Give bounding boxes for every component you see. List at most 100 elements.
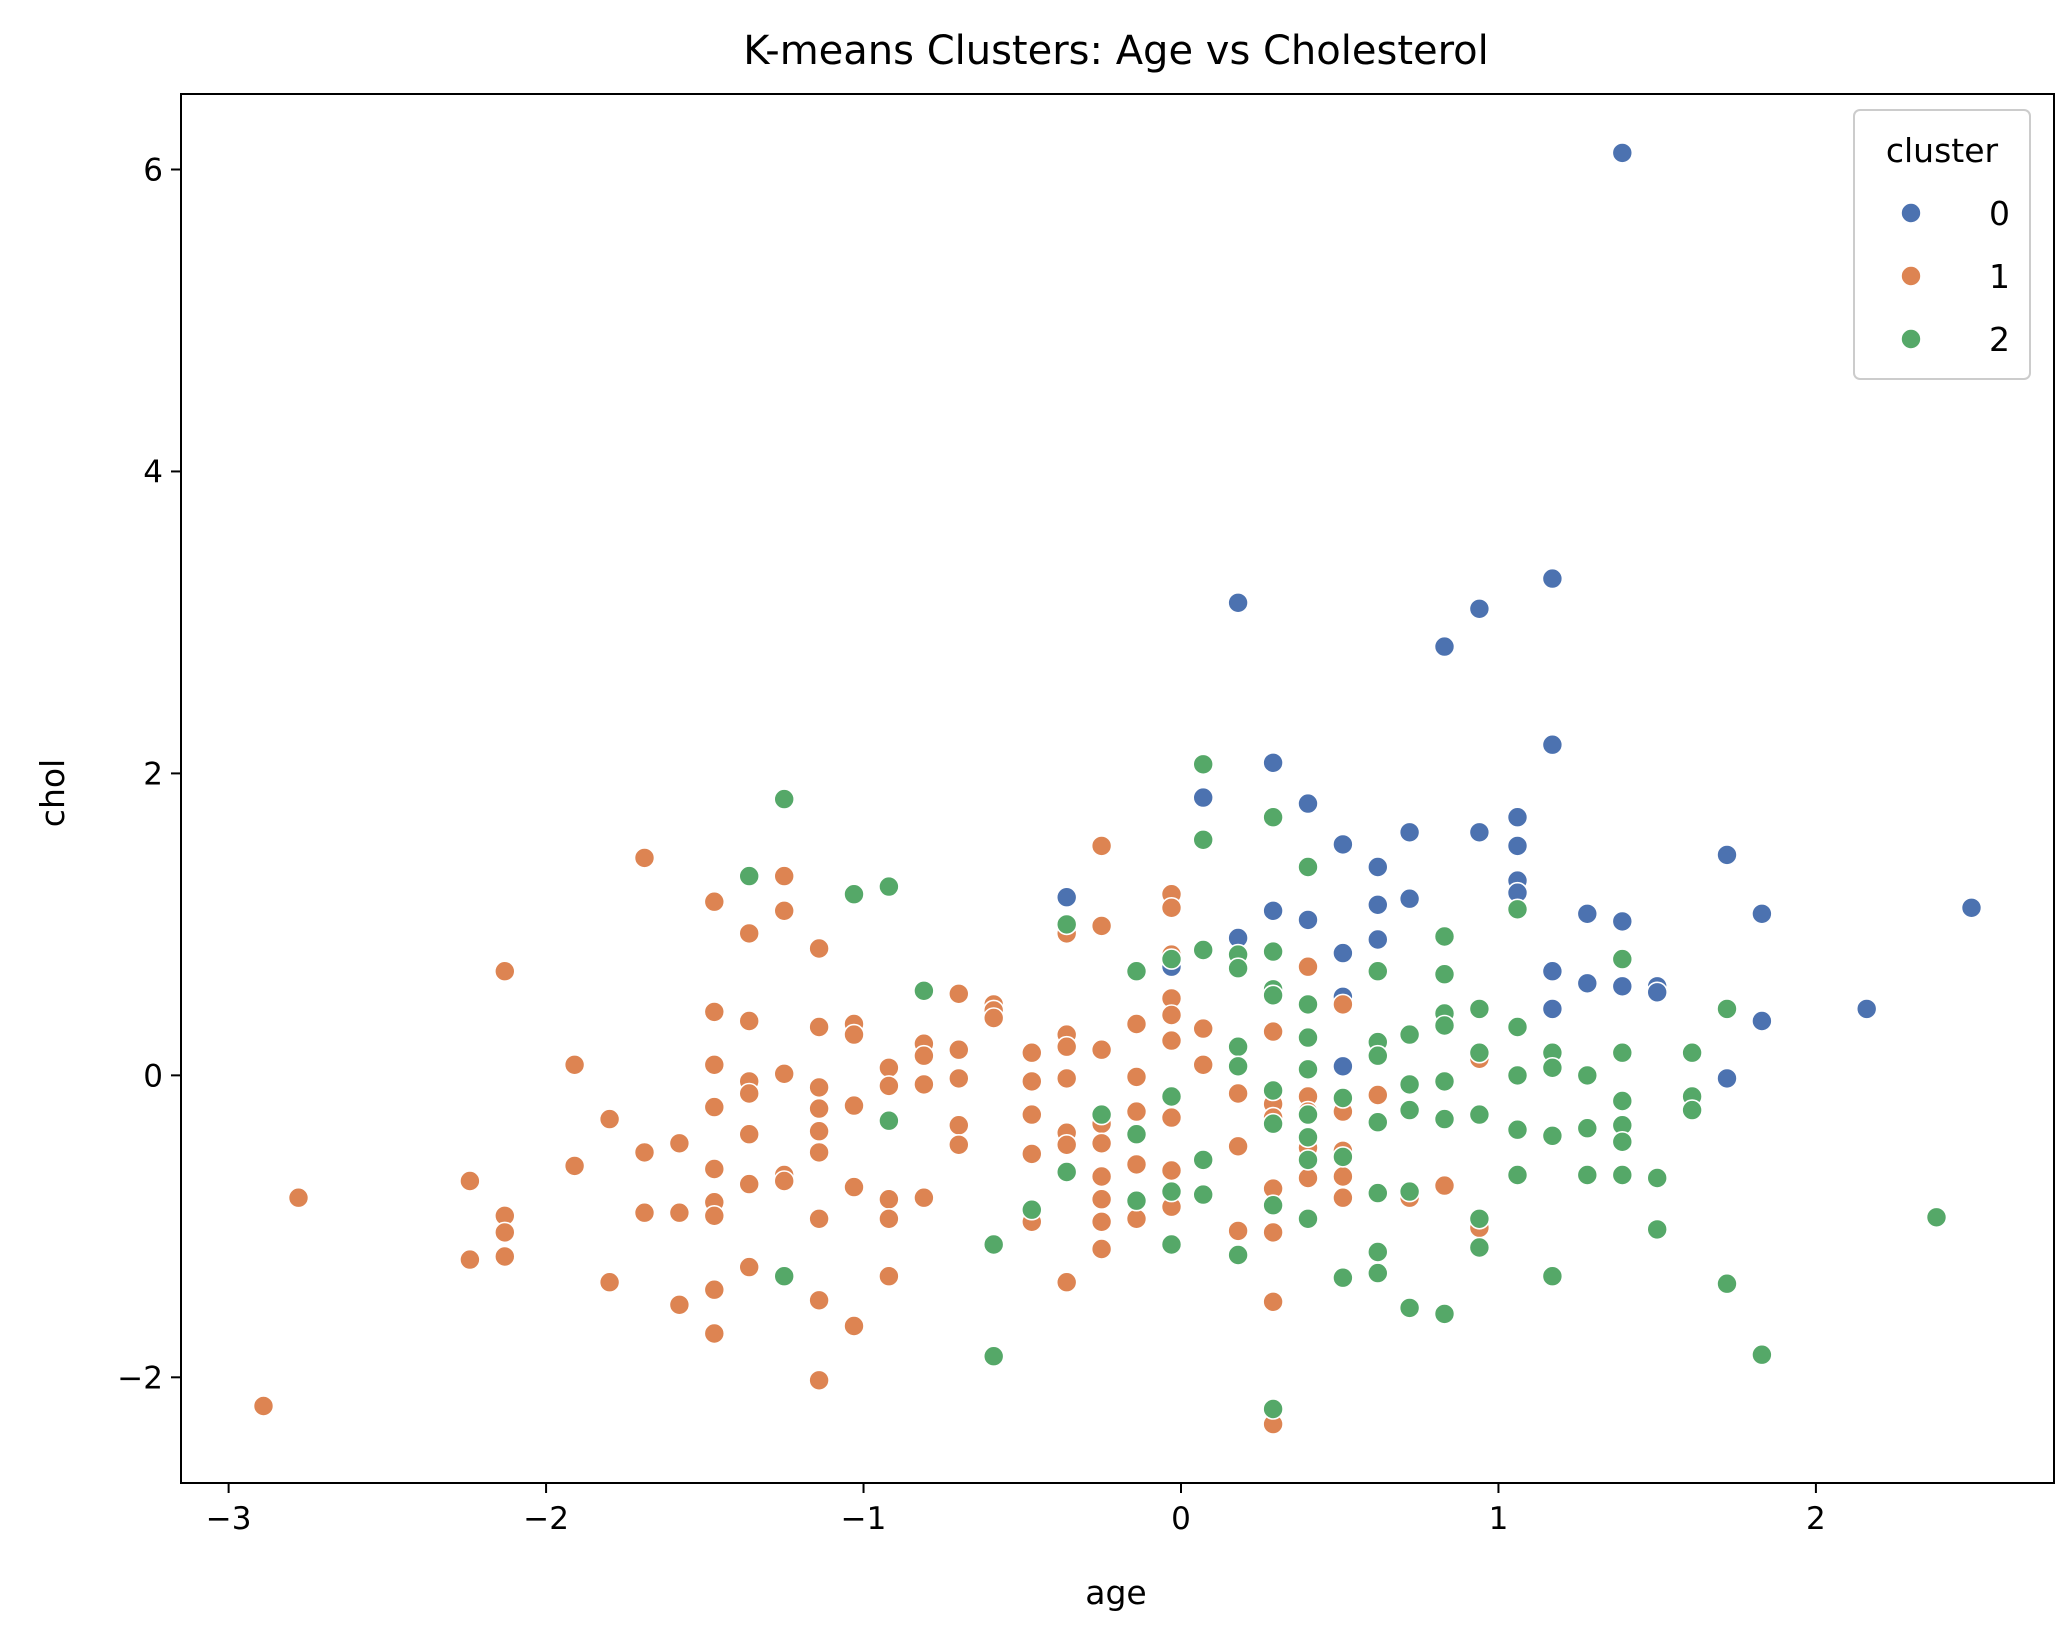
data-point-cluster-2 (1297, 993, 1319, 1016)
data-point-cluster-2 (1297, 1126, 1319, 1149)
data-point-cluster-2 (1125, 1123, 1148, 1145)
data-point-cluster-0 (1367, 856, 1389, 878)
data-point-cluster-2 (773, 1265, 796, 1287)
data-point-cluster-0 (1055, 886, 1078, 909)
data-point-cluster-1 (1297, 955, 1319, 978)
data-point-cluster-1 (808, 1016, 830, 1038)
data-point-cluster-2 (738, 865, 761, 887)
data-point-cluster-1 (913, 1073, 935, 1096)
data-point-cluster-2 (1297, 1149, 1319, 1171)
data-point-cluster-1 (1332, 1165, 1354, 1188)
data-point-cluster-2 (1297, 1208, 1319, 1230)
data-point-cluster-1 (1090, 1165, 1113, 1188)
data-point-cluster-2 (1297, 1026, 1319, 1049)
plot-frame (180, 93, 2055, 1484)
data-point-cluster-2 (1192, 1183, 1214, 1206)
data-point-cluster-1 (1090, 1132, 1113, 1155)
data-point-cluster-0 (1332, 833, 1354, 856)
data-point-cluster-1 (1090, 835, 1113, 857)
data-point-cluster-2 (1611, 1164, 1634, 1186)
x-tick-label: 0 (1171, 1501, 1191, 1537)
legend-marker-cluster-0 (1900, 202, 1922, 224)
data-point-cluster-1 (1055, 1067, 1078, 1090)
data-point-cluster-0 (1468, 597, 1491, 620)
data-point-cluster-0 (1960, 896, 1983, 919)
data-point-cluster-1 (1192, 1054, 1214, 1076)
data-point-cluster-1 (947, 1114, 970, 1136)
data-point-cluster-1 (703, 1322, 726, 1345)
data-point-cluster-0 (1646, 981, 1668, 1004)
data-point-cluster-2 (1716, 1272, 1738, 1295)
data-point-cluster-2 (1125, 960, 1148, 983)
data-point-cluster-1 (843, 1176, 865, 1198)
y-tick-label: 0 (143, 1058, 163, 1094)
data-point-cluster-1 (913, 1044, 935, 1067)
x-tick-label: −1 (841, 1501, 887, 1537)
data-point-cluster-2 (1681, 1041, 1703, 1064)
data-point-cluster-1 (668, 1201, 691, 1224)
data-point-cluster-2 (1332, 1087, 1354, 1109)
data-point-cluster-2 (1541, 1265, 1564, 1287)
data-point-cluster-1 (1021, 1143, 1043, 1165)
data-point-cluster-2 (1262, 1398, 1284, 1420)
data-point-cluster-1 (703, 1158, 726, 1180)
data-point-cluster-1 (668, 1132, 691, 1155)
data-point-cluster-1 (947, 1067, 970, 1090)
data-point-cluster-0 (1611, 910, 1634, 933)
legend: cluster 0 1 2 (1853, 109, 2031, 380)
data-point-cluster-1 (252, 1395, 275, 1417)
data-point-cluster-1 (1090, 915, 1113, 937)
data-point-cluster-2 (1055, 1161, 1078, 1183)
data-point-cluster-2 (1646, 1218, 1668, 1241)
data-point-cluster-2 (1398, 1073, 1421, 1096)
data-point-cluster-0 (1192, 786, 1214, 809)
data-point-cluster-1 (1055, 1134, 1078, 1156)
data-point-cluster-2 (1160, 1180, 1183, 1203)
y-tick-label: 2 (143, 756, 163, 792)
data-point-cluster-1 (947, 1134, 970, 1156)
data-point-cluster-1 (1227, 1135, 1249, 1158)
x-tick-label: 1 (1489, 1501, 1509, 1537)
data-point-cluster-0 (1855, 998, 1878, 1020)
legend-label-cluster-0: 0 (1989, 194, 2010, 233)
data-point-cluster-1 (633, 1141, 656, 1164)
data-point-cluster-0 (1433, 635, 1456, 658)
data-point-cluster-2 (1468, 1103, 1491, 1126)
data-point-cluster-1 (808, 1076, 830, 1099)
data-point-cluster-0 (1506, 806, 1529, 829)
data-point-cluster-2 (1468, 998, 1491, 1020)
data-point-cluster-1 (563, 1155, 586, 1177)
data-point-cluster-2 (1297, 1103, 1319, 1126)
data-point-cluster-1 (703, 1096, 726, 1118)
data-point-cluster-1 (1160, 1004, 1183, 1026)
data-point-cluster-1 (878, 1075, 900, 1097)
data-point-cluster-2 (982, 1233, 1005, 1256)
data-point-cluster-1 (633, 1201, 656, 1224)
data-point-cluster-1 (738, 1173, 761, 1195)
data-point-cluster-1 (703, 1205, 726, 1227)
data-point-cluster-2 (1262, 1079, 1284, 1102)
data-point-cluster-1 (459, 1248, 481, 1271)
data-point-cluster-1 (1332, 993, 1354, 1016)
data-point-cluster-1 (1160, 1106, 1183, 1129)
data-point-cluster-1 (808, 1097, 830, 1120)
data-point-cluster-1 (1227, 1220, 1249, 1242)
data-point-cluster-0 (1398, 887, 1421, 910)
data-point-cluster-1 (947, 1038, 970, 1061)
y-axis-label: chol (33, 759, 72, 827)
data-point-cluster-2 (1367, 1182, 1389, 1204)
data-point-cluster-2 (1576, 1164, 1599, 1186)
data-point-cluster-2 (1716, 998, 1738, 1020)
data-point-cluster-1 (1332, 1186, 1354, 1209)
data-point-cluster-0 (1611, 975, 1634, 998)
data-point-cluster-1 (703, 1054, 726, 1076)
data-point-cluster-1 (773, 899, 796, 922)
data-point-cluster-2 (1506, 1118, 1529, 1141)
data-point-cluster-1 (668, 1294, 691, 1316)
data-point-cluster-0 (1332, 942, 1354, 964)
data-point-cluster-2 (878, 1109, 900, 1132)
data-point-cluster-1 (1125, 1153, 1148, 1176)
data-point-cluster-1 (287, 1186, 310, 1209)
data-point-cluster-1 (1297, 1167, 1319, 1189)
data-point-cluster-1 (1433, 1174, 1456, 1197)
